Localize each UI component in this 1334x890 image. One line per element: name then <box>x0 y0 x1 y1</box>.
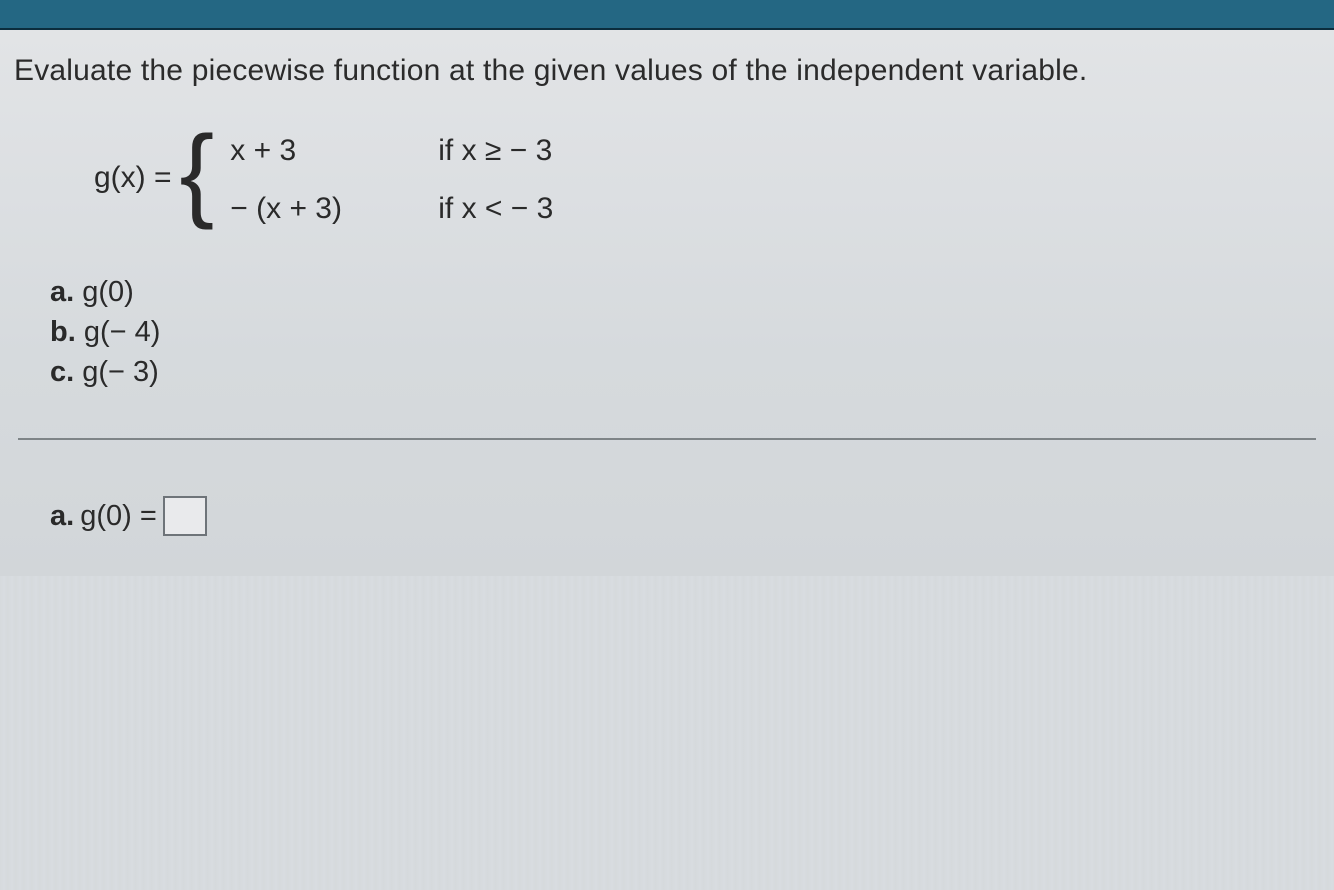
question-b: b. g(− 4) <box>50 312 1320 352</box>
question-b-text: g(− 4) <box>84 316 161 348</box>
case-2-expression: − (x + 3) <box>220 186 420 232</box>
question-prompt: Evaluate the piecewise function at the g… <box>14 54 1320 88</box>
question-a-text: g(0) <box>82 276 134 308</box>
case-2-condition: if x < − 3 <box>428 186 563 232</box>
brace-icon: { <box>180 132 215 215</box>
answer-a-lhs: g(0) = <box>80 500 157 533</box>
question-a: a. g(0) <box>50 272 1320 312</box>
function-name: g(x) = <box>94 161 172 195</box>
divider <box>18 438 1316 440</box>
answer-a-input[interactable] <box>163 496 207 536</box>
question-c-label: c. <box>50 356 74 388</box>
answer-a-label: a. <box>50 500 74 533</box>
case-1-expression: x + 3 <box>220 128 420 174</box>
app-header-bar <box>0 0 1334 28</box>
question-panel: Evaluate the piecewise function at the g… <box>0 28 1334 576</box>
sub-questions: a. g(0) b. g(− 4) c. g(− 3) <box>50 272 1320 392</box>
case-1-condition: if x ≥ − 3 <box>428 128 563 174</box>
question-c: c. g(− 3) <box>50 352 1320 392</box>
question-a-label: a. <box>50 276 74 308</box>
question-c-text: g(− 3) <box>82 356 159 388</box>
function-cases: x + 3 if x ≥ − 3 − (x + 3) if x < − 3 <box>220 128 563 232</box>
piecewise-function: g(x) = { x + 3 if x ≥ − 3 − (x + 3) if x… <box>94 124 1320 232</box>
question-b-label: b. <box>50 316 76 348</box>
answer-a-row: a. g(0) = <box>50 496 1320 536</box>
